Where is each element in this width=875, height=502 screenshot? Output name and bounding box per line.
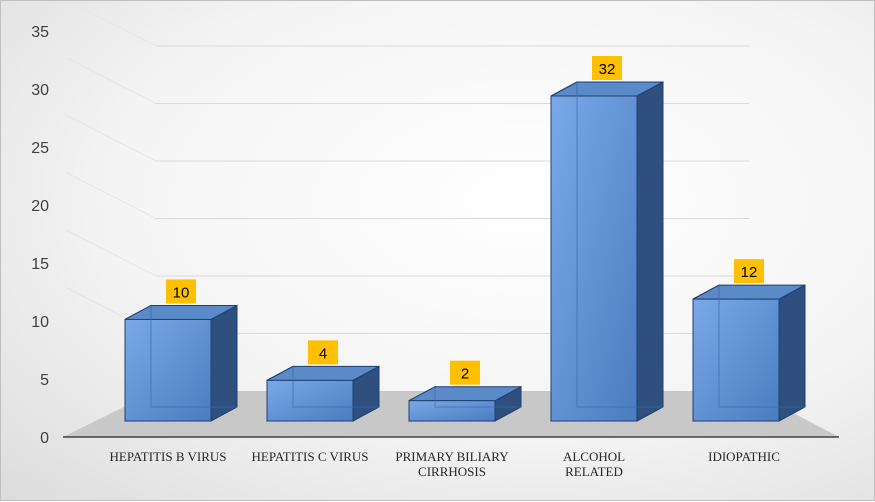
data-label-box — [592, 56, 622, 80]
data-label: 12 — [741, 264, 758, 281]
x-category-label: HEPATITIS C VIRUS — [251, 449, 368, 464]
data-label-box — [166, 279, 196, 304]
y-tick-label: 20 — [31, 198, 49, 215]
data-label: 10 — [173, 284, 190, 301]
data-label-box — [308, 340, 338, 365]
bar-front-face — [266, 379, 354, 422]
bar-inner-edge — [434, 386, 521, 408]
bar-inner-edge — [718, 285, 805, 408]
y-tick-label: 25 — [31, 140, 49, 157]
bar-inner-edge — [150, 305, 237, 408]
bar-front-face — [550, 95, 638, 422]
gridline-side — [65, 229, 157, 277]
x-category-label: ALCOHOL — [563, 449, 625, 464]
gridline-side — [66, 1, 157, 47]
data-label-box — [450, 360, 480, 385]
data-label: 2 — [461, 366, 469, 383]
x-axis: HEPATITIS B VIRUS HEPATITIS C VIRUS PRIMAR… — [109, 449, 779, 479]
bar-front-face — [692, 298, 780, 422]
bar — [692, 284, 806, 422]
bar — [408, 385, 522, 422]
x-category-label: HEPATITIS B VIRUS — [109, 449, 226, 464]
bar-inner-edge — [292, 366, 379, 408]
y-tick-label: 10 — [31, 314, 49, 331]
bar — [550, 81, 664, 422]
x-category-label: PRIMARY BILIARY — [395, 449, 509, 464]
x-category-label: RELATED — [565, 464, 623, 479]
x-category-label: IDIOPATHIC — [708, 449, 780, 464]
y-tick-label: 15 — [31, 256, 49, 273]
data-label-box — [734, 259, 764, 284]
y-tick-label: 35 — [31, 24, 49, 41]
data-labels: 10 4 2 32 12 — [166, 56, 764, 385]
y-tick-label: 0 — [40, 430, 49, 447]
bars — [124, 81, 806, 422]
gridline-side — [65, 57, 157, 104]
bar-right-face — [778, 284, 806, 422]
bar-right-face — [210, 304, 238, 422]
y-tick-label: 5 — [40, 372, 49, 389]
bar — [266, 365, 380, 422]
gridline-side — [65, 114, 157, 162]
y-axis: 0 5 10 15 20 25 30 35 — [31, 24, 49, 447]
bar — [124, 304, 238, 422]
bar-right-face — [636, 81, 664, 422]
gridline-side — [65, 172, 157, 219]
bar-front-face — [124, 318, 212, 422]
data-label: 4 — [319, 345, 327, 362]
x-category-label: CIRRHOSIS — [418, 464, 486, 479]
bar-front-face — [408, 400, 496, 422]
y-tick-label: 30 — [31, 82, 49, 99]
data-label: 32 — [599, 61, 616, 78]
bar-inner-edge — [576, 82, 663, 408]
